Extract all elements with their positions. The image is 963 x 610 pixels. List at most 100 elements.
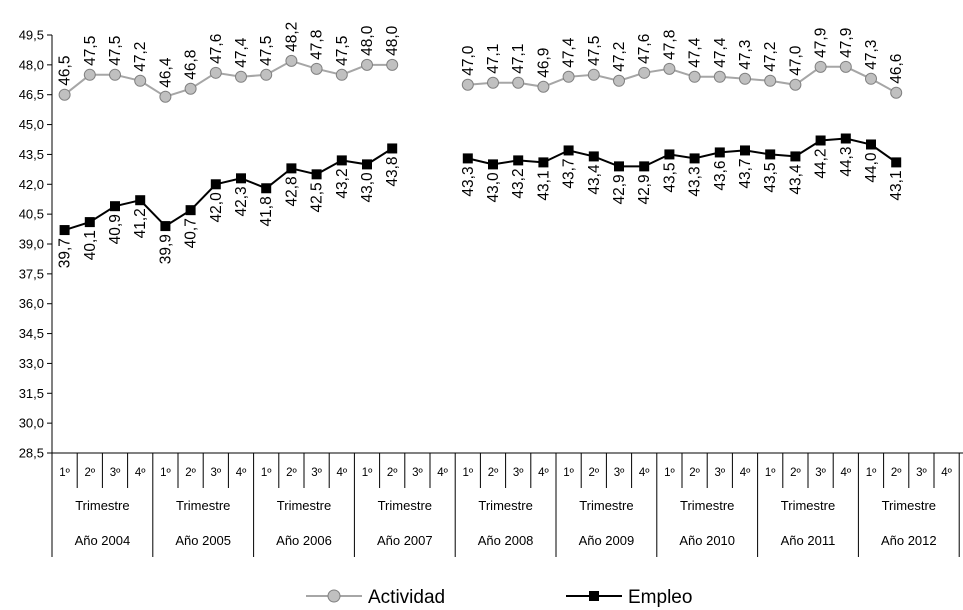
actividad-data-label: 47,9 xyxy=(813,28,830,58)
actividad-data-label: 47,9 xyxy=(838,28,855,58)
actividad-data-label: 47,2 xyxy=(762,42,779,72)
empleo-point xyxy=(336,155,347,166)
actividad-data-label: 47,4 xyxy=(233,37,250,68)
quarter-label: 3º xyxy=(714,467,725,479)
empleo-data-label: 40,9 xyxy=(107,214,124,244)
empleo-data-label: 43,1 xyxy=(888,170,905,200)
empleo-data-label: 43,3 xyxy=(460,166,477,196)
actividad-data-label: 47,3 xyxy=(737,40,754,70)
actividad-point xyxy=(109,68,121,81)
quarter-label: 3º xyxy=(210,467,221,479)
empleo-data-label: 43,0 xyxy=(359,172,376,203)
quarter-label: 3º xyxy=(412,467,423,479)
quarter-label: 4º xyxy=(740,467,751,479)
empleo-point xyxy=(588,151,599,162)
empleo-point xyxy=(639,161,650,172)
empleo-point xyxy=(765,149,776,160)
actividad-data-label: 47,5 xyxy=(586,36,603,66)
trimestre-label: Trimestre xyxy=(781,498,835,513)
quarter-label: 1º xyxy=(362,467,373,479)
empleo-point xyxy=(387,143,398,154)
actividad-point xyxy=(688,70,701,83)
trimestre-label: Trimestre xyxy=(277,498,331,513)
actividad-point xyxy=(587,68,600,81)
actividad-data-label: 47,0 xyxy=(787,45,804,76)
data-labels: 46,5 47,5 47,5 47,2 46,4 46,8 47,6 47,4 47,5 48,2… xyxy=(57,22,906,269)
empleo-data-label: 43,4 xyxy=(787,164,804,195)
actividad-point xyxy=(663,62,676,75)
actividad-point xyxy=(184,82,197,95)
actividad-point xyxy=(361,58,373,71)
empleo-point xyxy=(740,145,750,156)
empleo-data-label: 43,0 xyxy=(485,172,502,203)
empleo-data-label: 39,9 xyxy=(157,234,174,264)
year-label: Año 2004 xyxy=(75,533,131,548)
quarter-label: 4º xyxy=(135,467,146,479)
actividad-data-label: 47,8 xyxy=(661,30,678,60)
actividad-data-label: 47,4 xyxy=(687,37,704,68)
actividad-point xyxy=(839,60,852,73)
trimestre-label: Trimestre xyxy=(478,498,532,513)
y-tick-label: 33,0 xyxy=(19,356,44,371)
year-label: Año 2012 xyxy=(881,533,937,548)
y-tick-label: 37,5 xyxy=(19,266,44,281)
empleo-point xyxy=(664,149,675,160)
legend-actividad-label: Actividad xyxy=(368,587,445,608)
y-tick-label: 48,0 xyxy=(19,57,44,72)
actividad-data-label: 47,1 xyxy=(510,44,527,74)
empleo-point xyxy=(866,139,876,150)
actividad-data-label: 47,1 xyxy=(485,44,502,74)
empleo-point xyxy=(689,153,700,164)
actividad-data-label: 47,6 xyxy=(636,34,653,64)
actividad-data-label: 47,5 xyxy=(107,36,124,66)
quarter-label: 2º xyxy=(790,467,801,479)
empleo-point xyxy=(160,221,171,232)
actividad-data-label: 47,5 xyxy=(258,36,275,66)
year-label: Año 2011 xyxy=(781,533,836,548)
y-tick-label: 46,5 xyxy=(19,87,44,102)
trimestre-label: Trimestre xyxy=(680,498,734,513)
actividad-point xyxy=(865,72,877,85)
empleo-point xyxy=(110,201,120,212)
y-tick-label: 36,0 xyxy=(19,296,44,311)
actividad-point xyxy=(512,76,525,89)
actividad-point xyxy=(335,68,348,81)
quarter-label: 4º xyxy=(941,467,952,479)
quarter-label: 4º xyxy=(538,467,549,479)
empleo-data-label: 40,1 xyxy=(82,230,99,260)
empleo-data-label: 42,0 xyxy=(208,192,225,223)
actividad-point xyxy=(814,60,827,73)
actividad-data-label: 47,5 xyxy=(334,36,351,66)
actividad-point xyxy=(134,74,147,87)
y-tick-label: 28,5 xyxy=(19,446,44,461)
actividad-data-label: 47,2 xyxy=(132,42,149,72)
quarter-label: 2º xyxy=(689,467,700,479)
empleo-data-label: 44,2 xyxy=(813,148,830,178)
legend-empleo-label: Empleo xyxy=(628,587,692,608)
actividad-data-label: 47,6 xyxy=(208,34,225,64)
quarter-label: 3º xyxy=(110,467,121,479)
trimestre-label: Trimestre xyxy=(882,498,936,513)
empleo-point xyxy=(59,225,70,236)
empleo-point xyxy=(185,205,196,216)
chart-legend: Actividad Empleo xyxy=(306,587,692,608)
actividad-point xyxy=(83,68,96,81)
actividad-data-label: 47,5 xyxy=(82,36,99,66)
actividad-point xyxy=(638,66,651,79)
empleo-point xyxy=(714,147,725,158)
empleo-data-label: 42,5 xyxy=(309,182,326,212)
empleo-point xyxy=(84,217,95,228)
quarter-label: 2º xyxy=(387,467,398,479)
empleo-data-label: 43,4 xyxy=(586,164,603,195)
y-tick-label: 34,5 xyxy=(19,326,44,341)
empleo-point xyxy=(563,145,574,156)
quarter-label: 2º xyxy=(286,467,297,479)
empleo-point xyxy=(538,157,549,168)
trimestre-label: Trimestre xyxy=(579,498,633,513)
empleo-data-label: 41,2 xyxy=(132,208,149,238)
quarter-label: 1º xyxy=(160,467,171,479)
quarter-label: 2º xyxy=(185,467,196,479)
quarter-label: 3º xyxy=(815,467,826,479)
y-tick-label: 40,5 xyxy=(19,207,44,222)
